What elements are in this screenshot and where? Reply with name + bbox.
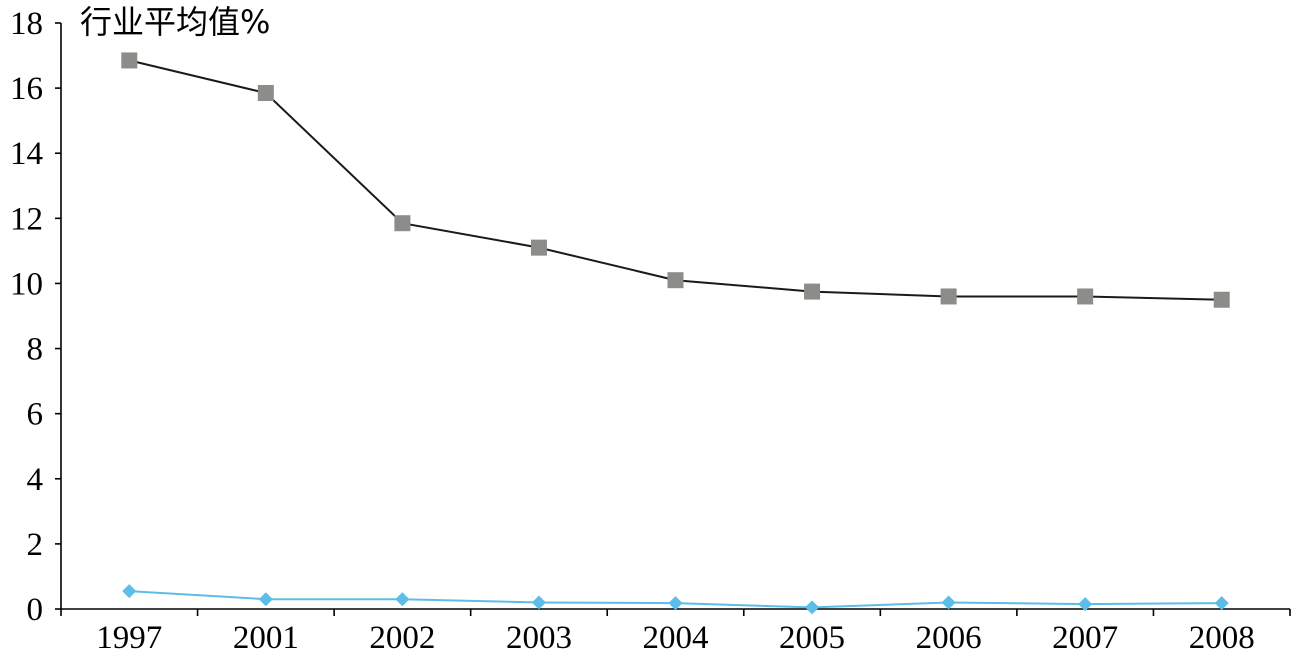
series-1-point [121, 52, 138, 69]
y-tick-label: 12 [10, 201, 43, 237]
series-1-point [394, 215, 411, 232]
axes [60, 23, 1290, 610]
series-1-point [804, 283, 821, 300]
series-2-point [941, 595, 956, 610]
y-tick-label: 10 [10, 266, 43, 302]
y-tick-label: 16 [10, 71, 43, 107]
series-2-point [395, 592, 410, 607]
series-2-point [1214, 596, 1229, 611]
y-tick-label: 0 [27, 592, 44, 628]
series-2 [122, 584, 1229, 615]
y-tick-label: 4 [27, 462, 44, 498]
series-1-line [129, 59, 1222, 301]
series-1-point [940, 288, 957, 305]
y-tick-label: 18 [10, 6, 43, 42]
series-layer [121, 52, 1230, 615]
series-2-point [531, 595, 546, 610]
y-tick-label: 2 [27, 527, 44, 563]
series-1-point [257, 84, 274, 101]
y-axis-title: 行业平均值% [80, 3, 270, 41]
y-tick-label: 6 [27, 397, 44, 433]
series-1-point [1213, 291, 1230, 308]
x-tick-label: 2003 [506, 620, 572, 651]
x-axis-ticks: 1997 2001 2002 2003 2004 2005 2006 2007 2008 [60, 609, 1291, 651]
series-2-point [668, 596, 683, 611]
x-tick-label: 2005 [779, 620, 845, 651]
series-2-point [258, 592, 273, 607]
series-2-point [122, 584, 137, 599]
series-2-point [1078, 597, 1093, 612]
x-tick-label: 1997 [96, 620, 162, 651]
series-1-point [530, 239, 547, 256]
x-tick-label: 2001 [233, 620, 299, 651]
x-tick-label: 2008 [1189, 620, 1255, 651]
y-axis-ticks: 0 2 4 6 8 10 12 14 16 18 [10, 6, 61, 628]
series-1-point [1077, 288, 1094, 305]
x-tick-label: 2004 [643, 620, 709, 651]
y-tick-label: 14 [10, 136, 43, 172]
y-tick-label: 8 [27, 332, 44, 368]
x-tick-label: 2002 [369, 620, 435, 651]
x-tick-label: 2007 [1052, 620, 1118, 651]
series-2-point [805, 600, 820, 615]
series-1 [121, 52, 1230, 308]
x-tick-label: 2006 [916, 620, 982, 651]
series-1-point [667, 272, 684, 289]
